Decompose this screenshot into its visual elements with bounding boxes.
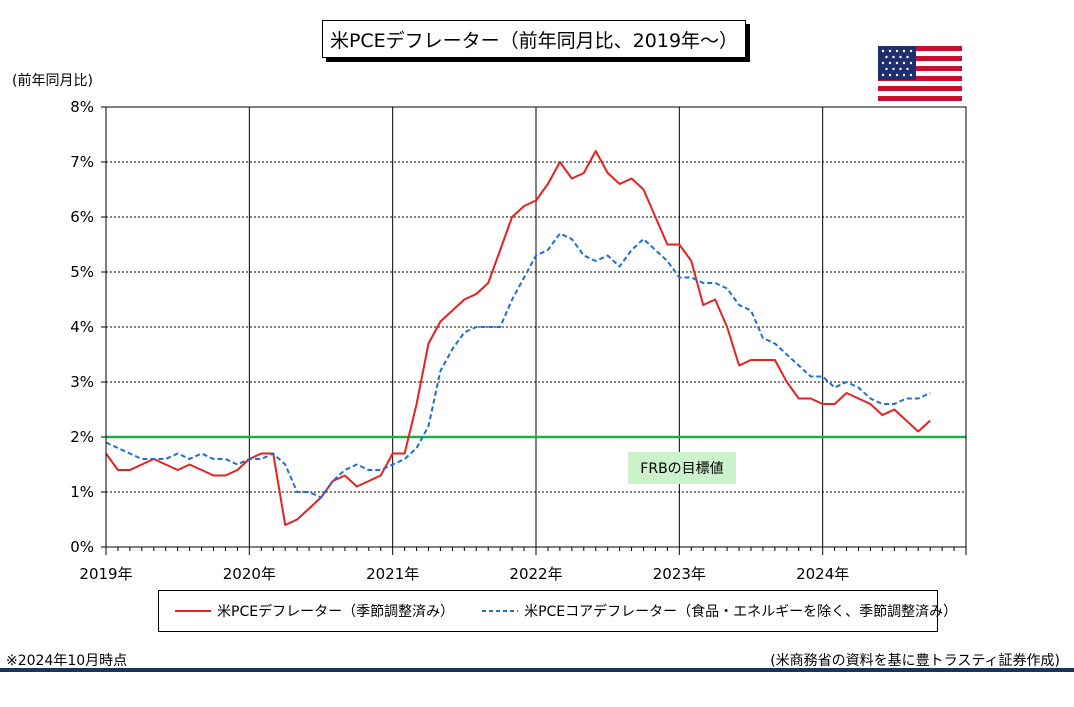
y-tick-label: 7% <box>70 153 94 171</box>
bottom-rule <box>0 668 1074 672</box>
legend-label-headline: 米PCEデフレーター（季節調整済み） <box>217 604 455 620</box>
x-tick-label: 2021年 <box>366 565 419 583</box>
y-tick-label: 4% <box>70 318 94 336</box>
line-chart: 0%1%2%3%4%5%6%7%8% 2019年 2020年 2021年 2022年 2… <box>70 98 967 583</box>
source-note: (米商務省の資料を基に豊トラスティ証券作成) <box>770 653 1060 669</box>
grid-lines <box>106 107 966 547</box>
chart-title: 米PCEデフレーター（前年同月比、2019年～） <box>322 20 746 58</box>
chart-legend: 米PCEデフレーター（季節調整済み） 米PCEコアデフレーター（食品・エネルギー… <box>158 590 957 632</box>
y-axis-unit-label: (前年同月比) <box>12 73 93 89</box>
x-axis-ticks: 2019年 2020年 2021年 2022年 2023年 2024年 <box>79 547 967 583</box>
legend-swatch-dashed <box>482 610 519 612</box>
us-flag-icon <box>878 46 962 108</box>
y-axis-ticks: 0% 1% 2% 3% 4% 5% 6% 7% 8% <box>70 98 106 556</box>
series-line-headline <box>105 150 931 526</box>
y-tick-label: 3% <box>70 373 94 391</box>
x-tick-label: 2023年 <box>653 565 706 583</box>
target-line-label: FRBの目標値 <box>628 452 736 484</box>
legend-item-headline: 米PCEデフレーター（季節調整済み） <box>173 601 454 621</box>
x-tick-label: 2022年 <box>509 565 562 583</box>
data-as-of-note: ※2024年10月時点 <box>6 653 128 669</box>
x-tick-label: 2019年 <box>79 565 132 583</box>
y-tick-label: 0% <box>70 538 94 556</box>
plot-frame <box>105 106 967 548</box>
x-tick-label: 2020年 <box>223 565 276 583</box>
legend-swatch-solid <box>175 610 211 612</box>
y-tick-label: 8% <box>70 98 94 116</box>
x-tick-label: 2024年 <box>796 565 849 583</box>
legend-label-core: 米PCEコアデフレーター（食品・エネルギーを除く、季節調整済み） <box>524 604 958 620</box>
y-tick-label: 2% <box>70 428 94 446</box>
y-tick-label: 1% <box>70 483 94 501</box>
series-line-core <box>105 232 931 499</box>
legend-item-core: 米PCEコアデフレーター（食品・エネルギーを除く、季節調整済み） <box>480 601 957 621</box>
series-lines <box>105 150 931 526</box>
y-tick-label: 5% <box>70 263 94 281</box>
y-tick-label: 6% <box>70 208 94 226</box>
